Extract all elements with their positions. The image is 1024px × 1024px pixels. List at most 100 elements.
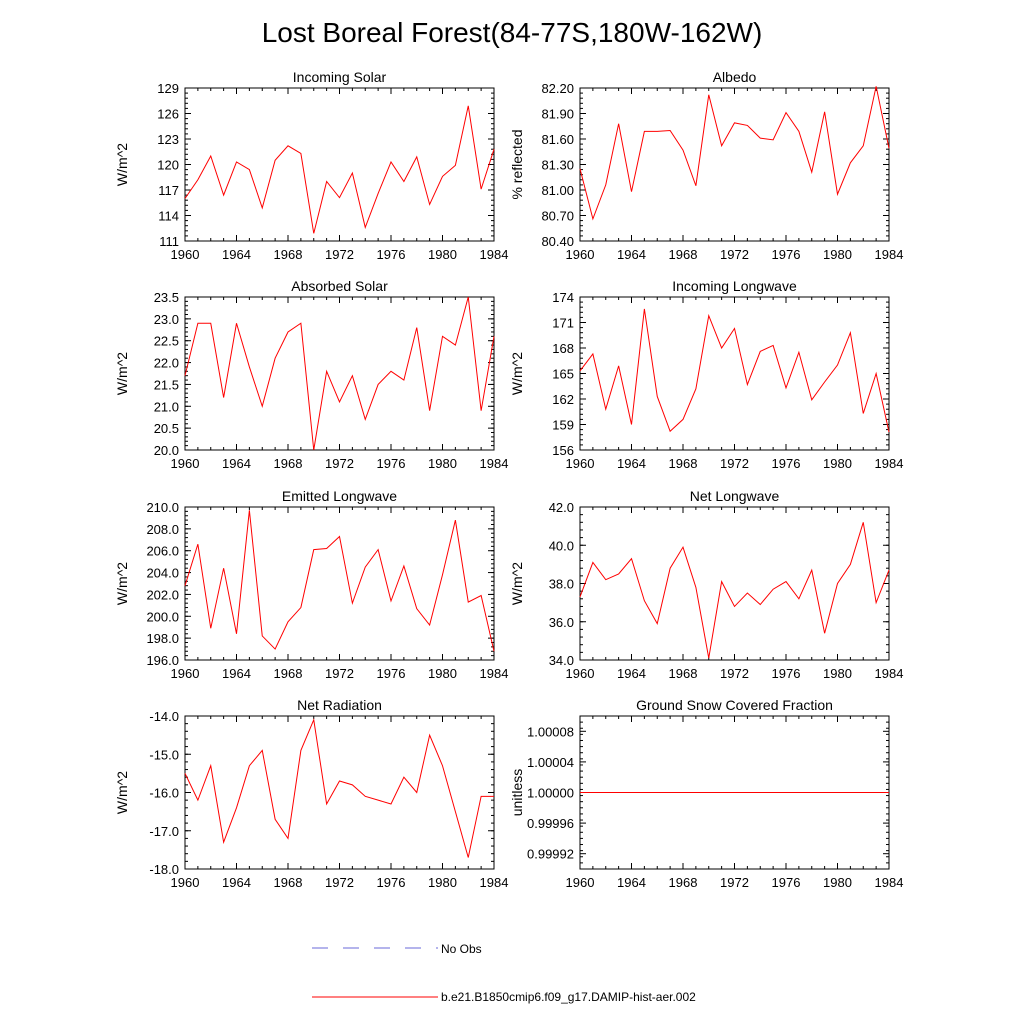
net-radiation-ytick-label: -15.0 xyxy=(149,747,179,762)
legend: No Obs b.e21.B1850cmip6.f09_g17.DAMIP-hi… xyxy=(312,942,696,1004)
net-longwave-xtick-label: 1984 xyxy=(875,666,904,681)
net-radiation-xtick-label: 1980 xyxy=(428,875,457,890)
albedo-xtick-label: 1984 xyxy=(875,247,904,262)
net-radiation-ylabel: W/m^2 xyxy=(114,771,130,814)
incoming-longwave-xtick-label: 1980 xyxy=(823,456,852,471)
emitted-longwave-title: Emitted Longwave xyxy=(282,488,397,504)
absorbed-solar-ylabel: W/m^2 xyxy=(114,352,130,395)
emitted-longwave-ytick-label: 196.0 xyxy=(146,653,179,668)
emitted-longwave-ytick-label: 204.0 xyxy=(146,566,179,581)
emitted-longwave-ytick-label: 198.0 xyxy=(146,631,179,646)
emitted-longwave-xtick-label: 1972 xyxy=(325,666,354,681)
absorbed-solar-ytick-label: 23.5 xyxy=(154,290,179,305)
emitted-longwave-xtick-label: 1960 xyxy=(171,666,200,681)
net-longwave-xtick-label: 1968 xyxy=(669,666,698,681)
legend-no-obs: No Obs xyxy=(312,942,482,956)
net-radiation-panel: Net Radiation W/m^2 1960 1964 1968 1972 1976 19… xyxy=(114,697,508,890)
ground-snow-covered-fraction-xtick-label: 1964 xyxy=(617,875,646,890)
ground-snow-covered-fraction-xtick-label: 1980 xyxy=(823,875,852,890)
absorbed-solar-xtick-label: 1960 xyxy=(171,456,200,471)
net-radiation-ytick-label: -14.0 xyxy=(149,709,179,724)
incoming-longwave-xtick-label: 1984 xyxy=(875,456,904,471)
albedo-panel: Albedo % reflected 1960 1964 1968 1972 1976 198… xyxy=(509,69,903,262)
incoming-longwave-ytick-label: 171 xyxy=(552,316,574,331)
net-longwave-series-line xyxy=(579,522,890,659)
emitted-longwave-panel: Emitted Longwave W/m^2 1960 1964 1968 1972 197… xyxy=(114,488,508,681)
incoming-longwave-xtick-label: 1960 xyxy=(566,456,595,471)
albedo-ytick-label: 80.70 xyxy=(541,209,574,224)
incoming-longwave-xtick-label: 1964 xyxy=(617,456,646,471)
ground-snow-covered-fraction-xtick-label: 1968 xyxy=(669,875,698,890)
incoming-solar-ytick-label: 117 xyxy=(158,183,179,198)
incoming-solar-title: Incoming Solar xyxy=(293,69,387,85)
incoming-longwave-ytick-label: 162 xyxy=(552,392,574,407)
chart-panels: Incoming Solar W/m^2 1960 1964 1968 1972 1976 1… xyxy=(114,69,903,890)
albedo-series-line xyxy=(579,86,890,221)
net-radiation-xtick-label: 1984 xyxy=(480,875,509,890)
albedo-ytick-label: 81.60 xyxy=(541,132,574,147)
absorbed-solar-ytick-label: 21.0 xyxy=(154,399,179,414)
net-longwave-ytick-label: 36.0 xyxy=(549,615,574,630)
net-longwave-ytick-label: 38.0 xyxy=(549,577,574,592)
absorbed-solar-xtick-label: 1984 xyxy=(480,456,509,471)
incoming-solar-xtick-label: 1968 xyxy=(274,247,303,262)
albedo-xtick-label: 1964 xyxy=(617,247,646,262)
absorbed-solar-xtick-label: 1980 xyxy=(428,456,457,471)
absorbed-solar-xtick-label: 1976 xyxy=(377,456,406,471)
albedo-ylabel: % reflected xyxy=(509,129,525,199)
incoming-solar-ytick-label: 129 xyxy=(157,81,179,96)
incoming-longwave-ylabel: W/m^2 xyxy=(509,352,525,395)
emitted-longwave-xtick-label: 1976 xyxy=(377,666,406,681)
legend-no-obs-label: No Obs xyxy=(441,942,482,956)
ground-snow-covered-fraction-ytick-label: 1.00008 xyxy=(527,724,574,739)
net-radiation-title: Net Radiation xyxy=(297,697,382,713)
emitted-longwave-ytick-label: 202.0 xyxy=(146,587,179,602)
net-longwave-title: Net Longwave xyxy=(690,488,780,504)
incoming-longwave-ytick-label: 159 xyxy=(552,418,574,433)
incoming-solar-ytick-label: 120 xyxy=(157,158,179,173)
incoming-longwave-frame xyxy=(579,296,890,451)
ground-snow-covered-fraction-xtick-label: 1960 xyxy=(566,875,595,890)
albedo-xtick-label: 1976 xyxy=(772,247,801,262)
incoming-solar-panel: Incoming Solar W/m^2 1960 1964 1968 1972 1976 1… xyxy=(114,69,508,262)
incoming-longwave-ytick-label: 156 xyxy=(552,443,574,458)
incoming-longwave-panel: Incoming Longwave W/m^2 1960 1964 1968 1972 19… xyxy=(509,278,903,471)
albedo-ytick-label: 81.00 xyxy=(541,183,574,198)
incoming-solar-ytick-label: 114 xyxy=(158,209,179,224)
ground-snow-covered-fraction-title: Ground Snow Covered Fraction xyxy=(636,697,833,713)
emitted-longwave-frame xyxy=(184,506,495,661)
net-radiation-ytick-label: -16.0 xyxy=(149,786,179,801)
net-longwave-panel: Net Longwave W/m^2 1960 1964 1968 1972 1976 198… xyxy=(509,488,903,681)
albedo-xtick-label: 1980 xyxy=(823,247,852,262)
net-longwave-ytick-label: 42.0 xyxy=(549,500,574,515)
ground-snow-covered-fraction-xtick-label: 1984 xyxy=(875,875,904,890)
incoming-solar-xtick-label: 1984 xyxy=(480,247,509,262)
incoming-longwave-xtick-label: 1968 xyxy=(669,456,698,471)
absorbed-solar-xtick-label: 1968 xyxy=(274,456,303,471)
incoming-solar-xtick-label: 1964 xyxy=(222,247,251,262)
incoming-solar-ytick-label: 123 xyxy=(157,132,179,147)
emitted-longwave-ytick-label: 208.0 xyxy=(146,522,179,537)
net-longwave-ytick-label: 34.0 xyxy=(549,653,574,668)
incoming-longwave-ytick-label: 165 xyxy=(552,367,574,382)
incoming-solar-frame xyxy=(184,87,495,242)
albedo-title: Albedo xyxy=(713,69,757,85)
ground-snow-covered-fraction-panel: Ground Snow Covered Fraction unitless 1960… xyxy=(509,697,903,890)
albedo-ytick-label: 80.40 xyxy=(541,234,574,249)
incoming-solar-ylabel: W/m^2 xyxy=(114,143,130,186)
absorbed-solar-ytick-label: 22.0 xyxy=(154,356,179,371)
absorbed-solar-series-line xyxy=(184,296,495,451)
incoming-longwave-ytick-label: 168 xyxy=(552,341,574,356)
absorbed-solar-ytick-label: 21.5 xyxy=(154,377,179,392)
net-longwave-xtick-label: 1964 xyxy=(617,666,646,681)
net-radiation-ytick-label: -18.0 xyxy=(149,862,179,877)
albedo-ytick-label: 81.90 xyxy=(541,107,574,122)
incoming-solar-xtick-label: 1972 xyxy=(325,247,354,262)
ground-snow-covered-fraction-ytick-label: 1.00004 xyxy=(527,755,574,770)
ground-snow-covered-fraction-ylabel: unitless xyxy=(509,769,525,816)
net-radiation-xtick-label: 1964 xyxy=(222,875,251,890)
emitted-longwave-ytick-label: 206.0 xyxy=(146,544,179,559)
net-longwave-xtick-label: 1976 xyxy=(772,666,801,681)
legend-model-label: b.e21.B1850cmip6.f09_g17.DAMIP-hist-aer.… xyxy=(441,990,696,1004)
